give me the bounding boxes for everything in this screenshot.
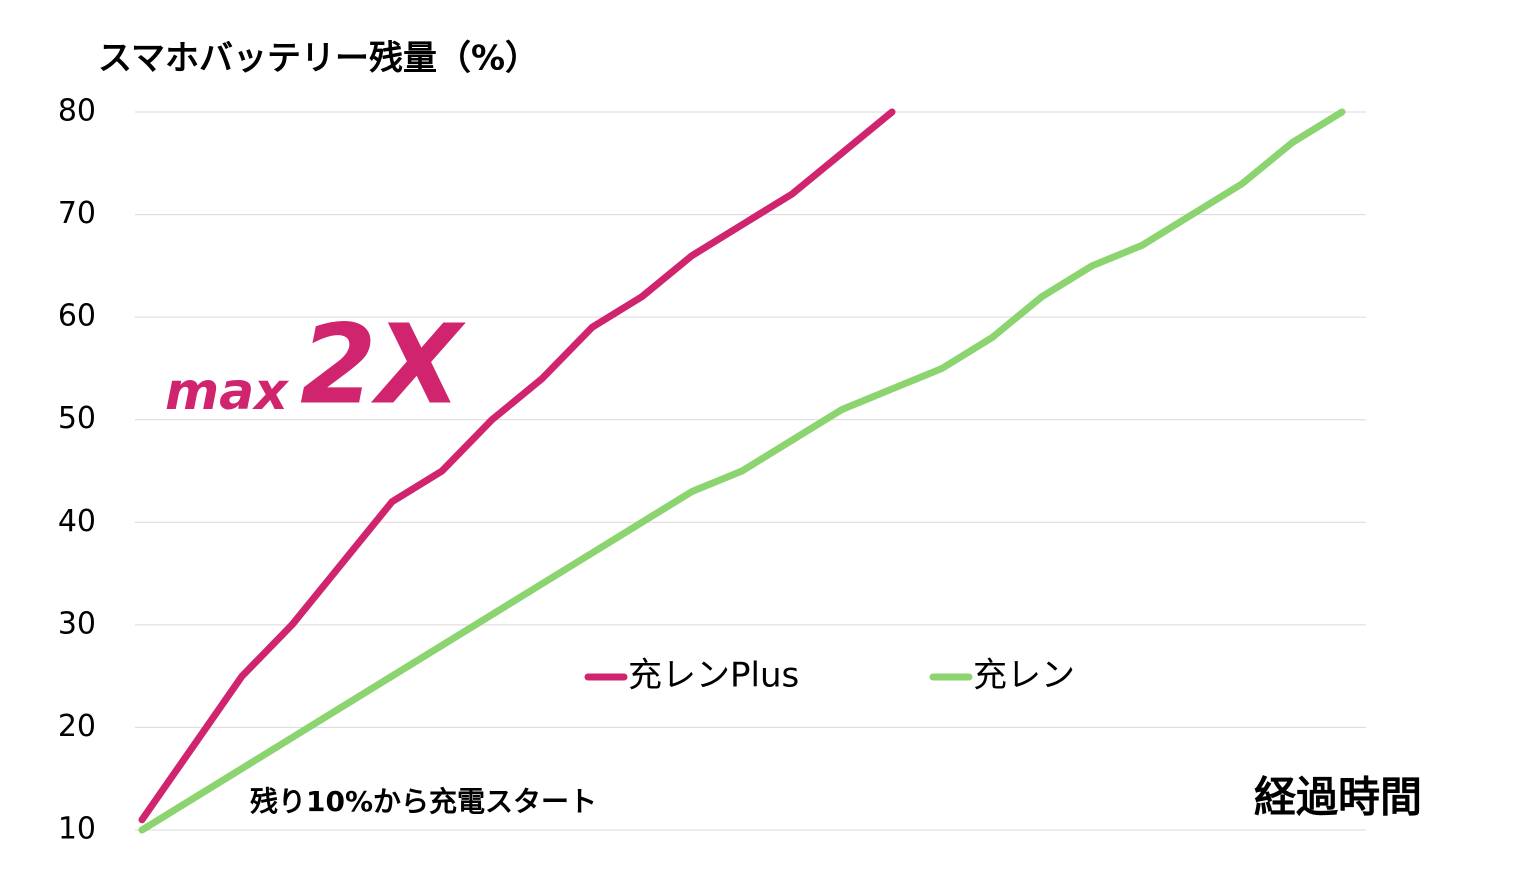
y-tick-label: 50 — [58, 401, 96, 436]
x-axis-label: 経過時間 — [1254, 773, 1422, 822]
y-tick-label: 40 — [58, 504, 96, 539]
y-tick-label: 10 — [58, 812, 96, 847]
legend-label: 充レン — [973, 656, 1075, 696]
series-line — [138, 108, 1346, 834]
y-tick-label: 80 — [58, 94, 96, 129]
chart-title: スマホバッテリー残量（%） — [98, 39, 539, 79]
annotation: max — [165, 362, 289, 422]
annotation: 2X — [300, 300, 467, 428]
annotation: 残り10%から充電スタート — [250, 785, 597, 818]
y-tick-label: 60 — [58, 299, 96, 334]
y-tick-label: 70 — [58, 196, 96, 231]
y-tick-label: 20 — [58, 709, 96, 744]
y-tick-label: 30 — [58, 606, 96, 641]
legend-label: 充レンPlus — [628, 656, 799, 696]
series-line — [138, 108, 896, 824]
